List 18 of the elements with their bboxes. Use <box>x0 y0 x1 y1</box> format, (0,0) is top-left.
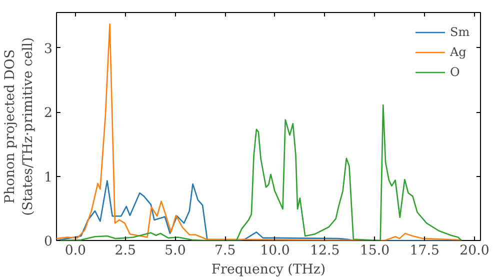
x-tick-label: 5.0 <box>164 244 186 258</box>
x-tick-label: 0.0 <box>64 244 86 258</box>
x-axis-title: Frequency (THz) <box>211 262 326 278</box>
x-tick-label: 20.0 <box>460 244 490 258</box>
y-axis-title: Phonon projected DOS (States/THz·primitive cell) <box>3 37 36 216</box>
x-tick-label: 7.5 <box>214 244 236 258</box>
y-tick-label: 2 <box>44 106 53 122</box>
x-tick-label: 2.5 <box>114 244 136 258</box>
x-tick-label: 17.5 <box>410 244 440 258</box>
x-tick-label: 15.0 <box>360 244 390 258</box>
x-tick-label: 12.5 <box>310 244 340 258</box>
x-tick-label: 10.0 <box>260 244 290 258</box>
y-tick-label: 1 <box>44 170 53 186</box>
legend-label: O <box>450 65 461 79</box>
legend-label: Sm <box>450 25 470 39</box>
y-tick-label: 0 <box>44 234 53 250</box>
y-tick-label: 3 <box>44 42 53 57</box>
legend-label: Ag <box>450 45 468 59</box>
